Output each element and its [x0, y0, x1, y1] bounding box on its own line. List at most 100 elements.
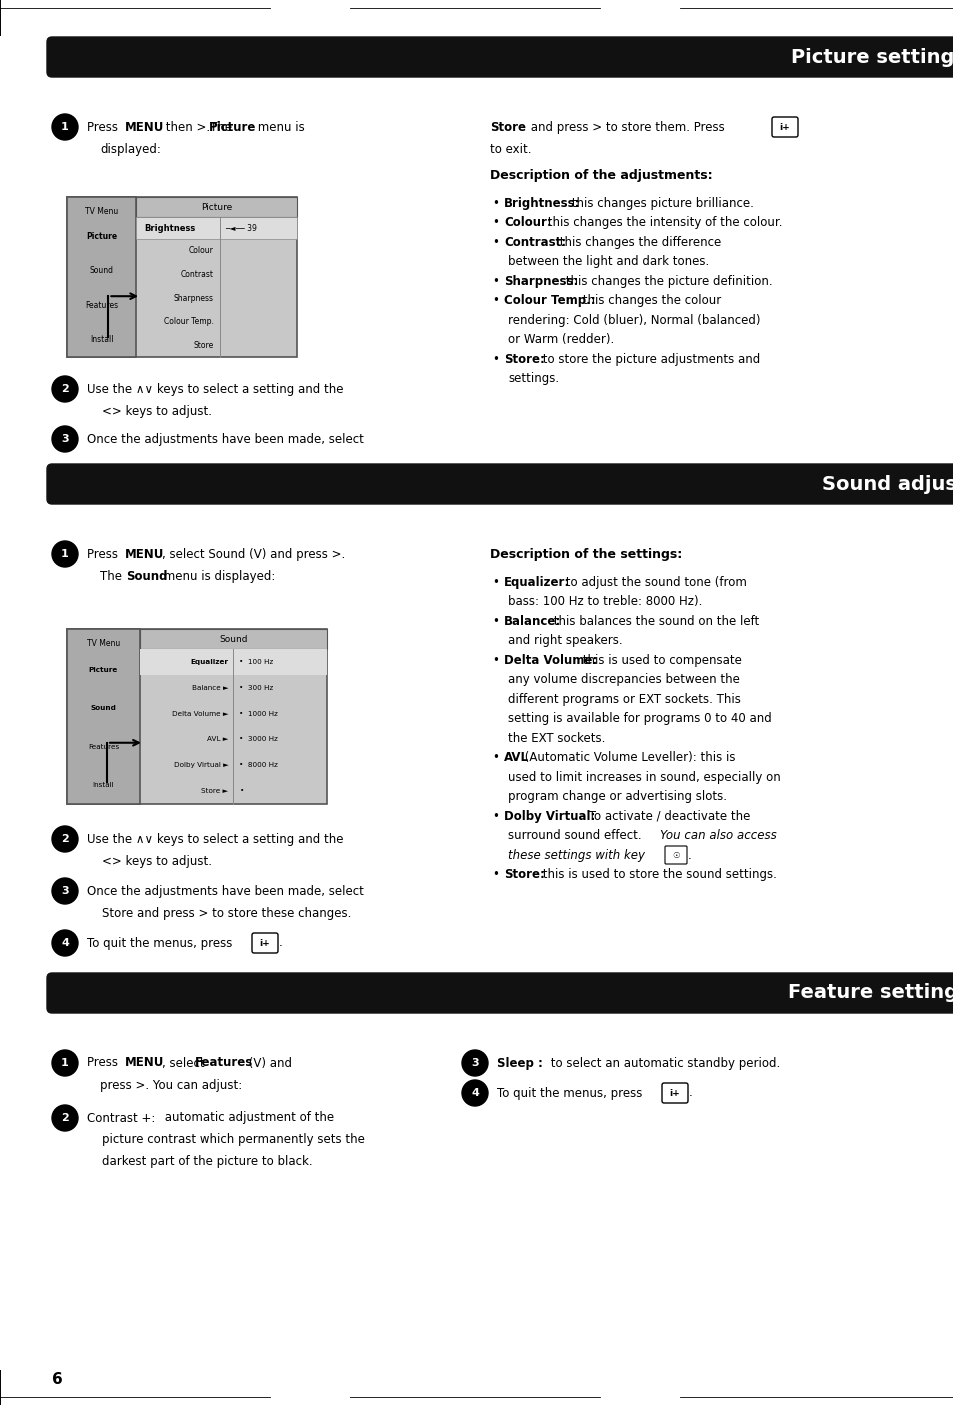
Text: (Automatic Volume Leveller): this is: (Automatic Volume Leveller): this is [520, 752, 735, 764]
Text: Store: Store [193, 340, 213, 350]
Bar [67, 629, 140, 804]
Text: and right speakers.: and right speakers. [507, 634, 622, 646]
Text: then >.The: then >.The [162, 121, 235, 133]
Text: different programs or EXT sockets. This: different programs or EXT sockets. This [507, 693, 740, 705]
Text: Features: Features [88, 743, 119, 750]
Text: •: • [492, 653, 498, 666]
Text: Install: Install [92, 781, 114, 788]
Text: ─◄── 39: ─◄── 39 [225, 223, 256, 232]
Text: •: • [492, 752, 498, 764]
Text: •: • [492, 614, 498, 628]
Text: •: • [492, 274, 498, 288]
Circle shape [52, 826, 78, 851]
Text: Delta Volume ►: Delta Volume ► [172, 711, 228, 717]
Text: Features: Features [194, 1057, 253, 1069]
Text: 2: 2 [61, 1113, 69, 1123]
FancyBboxPatch shape [661, 1083, 687, 1103]
Bar [140, 649, 327, 674]
Text: .: . [687, 849, 691, 861]
Text: Picture: Picture [209, 121, 256, 133]
Text: Description of the settings:: Description of the settings: [490, 548, 681, 561]
Text: surround sound effect.: surround sound effect. [507, 829, 641, 842]
Text: •  300 Hz: • 300 Hz [239, 684, 274, 691]
Text: this is used to compensate: this is used to compensate [578, 653, 741, 666]
Text: Brightness:: Brightness: [503, 197, 579, 209]
Text: this is used to store the sound settings.: this is used to store the sound settings… [538, 868, 776, 881]
Text: ☉: ☉ [672, 850, 679, 860]
Text: , select: , select [162, 1057, 208, 1069]
Text: Dolby Virtual ►: Dolby Virtual ► [173, 763, 228, 769]
Text: Contrast:: Contrast: [503, 236, 565, 249]
Text: •: • [492, 809, 498, 822]
Circle shape [52, 1050, 78, 1076]
Text: .: . [278, 937, 282, 950]
Text: MENU: MENU [125, 1057, 164, 1069]
Bar [67, 197, 296, 357]
Text: Dolby Virtual:: Dolby Virtual: [503, 809, 595, 822]
Text: Picture settings: Picture settings [790, 48, 953, 66]
Bar [136, 197, 296, 216]
Text: Sharpness: Sharpness [173, 294, 213, 302]
Text: 1: 1 [61, 549, 69, 559]
Text: Picture: Picture [201, 202, 232, 212]
Text: Store:: Store: [503, 868, 544, 881]
Text: Store ►: Store ► [201, 788, 228, 794]
Circle shape [461, 1080, 488, 1106]
Text: TV Menu: TV Menu [85, 207, 118, 216]
Text: Brightness: Brightness [144, 223, 195, 232]
Text: Once the adjustments have been made, select: Once the adjustments have been made, sel… [87, 433, 363, 445]
Text: used to limit increases in sound, especially on: used to limit increases in sound, especi… [507, 770, 780, 784]
Text: 1: 1 [61, 122, 69, 132]
Text: and press > to store them. Press: and press > to store them. Press [526, 121, 724, 133]
Text: Use the ∧∨ keys to select a setting and the: Use the ∧∨ keys to select a setting and … [87, 833, 343, 846]
Text: rendering: Cold (bluer), Normal (balanced): rendering: Cold (bluer), Normal (balance… [507, 313, 760, 326]
Circle shape [52, 878, 78, 903]
Text: 6: 6 [52, 1373, 63, 1388]
Text: •: • [492, 216, 498, 229]
Text: •: • [492, 197, 498, 209]
Circle shape [461, 1050, 488, 1076]
Circle shape [52, 1104, 78, 1131]
Text: Picture: Picture [86, 232, 117, 240]
Text: •  3000 Hz: • 3000 Hz [239, 736, 278, 742]
Text: to exit.: to exit. [490, 142, 531, 156]
Text: To quit the menus, press: To quit the menus, press [87, 937, 233, 950]
FancyBboxPatch shape [47, 464, 953, 504]
Text: i+: i+ [259, 939, 270, 947]
Text: Sound: Sound [219, 635, 248, 643]
Text: Contrast: Contrast [180, 270, 213, 280]
Text: To activate / deactivate the: To activate / deactivate the [584, 809, 749, 822]
Text: (V) and: (V) and [245, 1057, 292, 1069]
Text: this changes the intensity of the colour.: this changes the intensity of the colour… [544, 216, 782, 229]
Text: 3: 3 [61, 887, 69, 896]
Text: Colour:: Colour: [503, 216, 551, 229]
Text: •: • [492, 353, 498, 365]
Circle shape [52, 930, 78, 955]
Circle shape [52, 541, 78, 568]
Text: •: • [239, 788, 244, 794]
Text: <> keys to adjust.: <> keys to adjust. [102, 405, 212, 417]
Text: Feature settings: Feature settings [787, 983, 953, 1003]
Text: this changes picture brilliance.: this changes picture brilliance. [567, 197, 753, 209]
Text: Colour Temp.:: Colour Temp.: [503, 294, 595, 308]
Text: menu is: menu is [253, 121, 304, 133]
Text: program change or advertising slots.: program change or advertising slots. [507, 790, 726, 804]
Text: •: • [492, 294, 498, 308]
Text: Press: Press [87, 121, 122, 133]
Circle shape [52, 114, 78, 140]
Text: Press: Press [87, 548, 122, 561]
Text: Store: Store [490, 121, 525, 133]
Text: press >. You can adjust:: press >. You can adjust: [100, 1079, 242, 1092]
Text: any volume discrepancies between the: any volume discrepancies between the [507, 673, 740, 686]
Text: menu is displayed:: menu is displayed: [160, 569, 275, 583]
Text: •  1000 Hz: • 1000 Hz [239, 711, 278, 717]
Bar [140, 629, 327, 649]
Text: darkest part of the picture to black.: darkest part of the picture to black. [102, 1155, 313, 1169]
Text: Sound: Sound [126, 569, 168, 583]
Text: displayed:: displayed: [100, 142, 161, 156]
Text: Colour Temp.: Colour Temp. [164, 318, 213, 326]
Text: this balances the sound on the left: this balances the sound on the left [550, 614, 759, 628]
Text: automatic adjustment of the: automatic adjustment of the [161, 1111, 334, 1124]
Text: , select Sound (V) and press >.: , select Sound (V) and press >. [162, 548, 345, 561]
Text: Sleep :: Sleep : [497, 1057, 542, 1069]
